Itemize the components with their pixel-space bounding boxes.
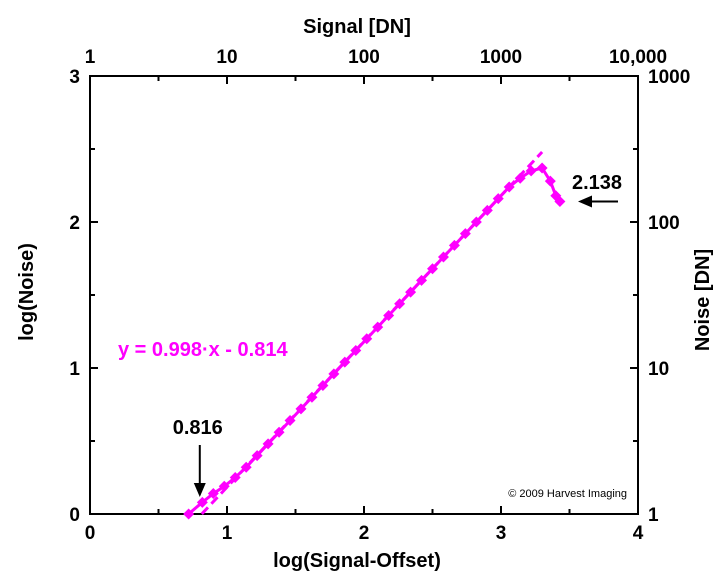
data-point — [503, 181, 515, 193]
y-axis-title: log(Noise) — [16, 243, 38, 341]
data-point — [273, 426, 285, 438]
data-point — [394, 298, 406, 310]
plot-frame — [89, 75, 639, 515]
data-point — [183, 508, 195, 520]
data-point — [470, 216, 482, 228]
data-point — [525, 165, 537, 177]
data-point — [361, 333, 373, 345]
data-point — [492, 193, 504, 205]
x-tick-label: 2 — [359, 523, 370, 544]
x2-tick-label: 100 — [348, 47, 380, 68]
data-point — [554, 196, 566, 208]
data-point — [544, 175, 556, 187]
x-tick-label: 0 — [85, 523, 96, 544]
data-point — [514, 172, 526, 184]
data-point — [427, 263, 438, 275]
x-tick-label: 3 — [496, 523, 507, 544]
annotation-layer: 0.816 2.138 — [173, 172, 622, 497]
x2-tick-label: 10 — [216, 47, 237, 68]
data-point — [459, 228, 471, 240]
fit-equation-label: y = 0.998·x - 0.814 — [118, 339, 288, 361]
y-tick-label: 1 — [69, 359, 80, 380]
data-point — [317, 380, 329, 392]
data-point — [405, 286, 417, 298]
series-layer — [183, 162, 566, 520]
x2-tick-label: 1000 — [480, 47, 522, 68]
data-point — [437, 251, 449, 263]
x2-tick-label: 10,000 — [609, 47, 667, 68]
data-point — [240, 461, 252, 473]
data-point — [350, 344, 362, 356]
y2-tick-label: 1000 — [648, 67, 690, 88]
data-point — [372, 321, 384, 333]
annotation-label-high: 2.138 — [572, 172, 622, 194]
y-tick-label: 0 — [69, 505, 80, 526]
y2-tick-label: 10 — [648, 359, 669, 380]
data-point — [262, 438, 274, 450]
data-point — [383, 309, 395, 321]
data-point — [448, 239, 460, 251]
y2-axis-title: Noise [DN] — [692, 249, 714, 351]
data-point — [295, 403, 307, 415]
x-tick-label: 4 — [633, 523, 644, 544]
data-point — [207, 488, 219, 500]
copyright-text: © 2009 Harvest Imaging — [508, 488, 627, 500]
data-point — [284, 415, 296, 427]
data-point — [416, 274, 428, 286]
data-point — [481, 204, 493, 216]
data-point — [536, 162, 548, 174]
x-tick-label: 1 — [222, 523, 233, 544]
data-point — [218, 480, 230, 492]
y-tick-label: 3 — [69, 67, 80, 88]
data-point — [339, 356, 351, 368]
x2-axis-title: Signal [DN] — [303, 16, 411, 38]
data-point — [229, 472, 241, 483]
y-tick-label: 2 — [69, 213, 80, 234]
x-axis-title: log(Signal-Offset) — [273, 550, 441, 572]
annotation-arrowhead-low — [193, 483, 206, 497]
data-point — [251, 450, 263, 462]
data-point — [306, 391, 318, 403]
annotation-label-low: 0.816 — [173, 417, 223, 439]
x2-tick-label: 1 — [85, 47, 96, 68]
data-point — [196, 496, 208, 508]
y2-tick-label: 100 — [648, 213, 680, 234]
y2-tick-label: 1 — [648, 505, 659, 526]
data-point — [328, 368, 340, 380]
annotation-arrowhead-high — [578, 195, 592, 208]
